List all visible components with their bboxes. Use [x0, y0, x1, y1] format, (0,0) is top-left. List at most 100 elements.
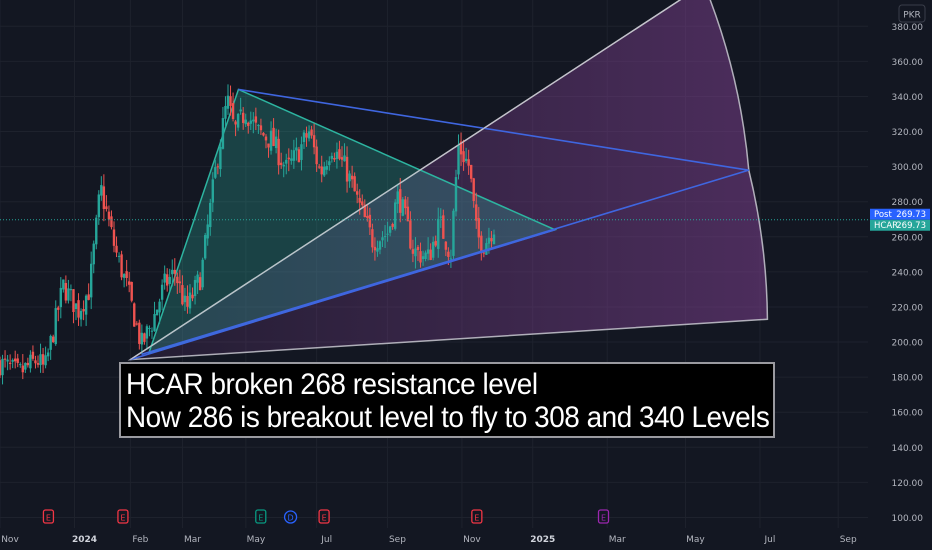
candle-body: [130, 282, 133, 301]
candle-body: [340, 157, 344, 160]
currency-badge-frame: [898, 4, 926, 23]
candle-body: [350, 175, 354, 180]
candle-body: [409, 220, 412, 249]
candle-body: [46, 352, 50, 357]
annotation-line-1: HCAR broken 268 resistance level: [126, 368, 538, 401]
candle-body: [206, 224, 209, 239]
candle-body: [24, 362, 27, 370]
candle-body: [434, 240, 437, 246]
price-axis[interactable]: 100.00 120.00 140.00 160.00 180.00 200.00 220.…: [892, 23, 924, 524]
candle-body: [419, 251, 422, 263]
candle-body: [196, 274, 199, 283]
candle-body: [69, 289, 73, 291]
candle-body: [386, 233, 389, 235]
price-label-bg: [870, 208, 930, 220]
candle-body: [480, 235, 483, 252]
candle-body: [1, 358, 4, 376]
time-axis[interactable]: Nov 2024 Feb Mar May Jul Sep Nov 2025 Mar May Jul Se…: [1, 535, 857, 545]
candle-body: [8, 362, 12, 364]
candle-body: [477, 218, 480, 238]
time-tick-label: May: [686, 535, 705, 545]
candle-body: [376, 248, 379, 252]
candlestick-series: [0, 84, 496, 385]
candle-body: [97, 194, 100, 218]
candle-body: [0, 360, 2, 376]
candle-body: [6, 359, 9, 362]
candle-body: [29, 354, 32, 369]
candle-body: [211, 179, 214, 203]
candle-body: [117, 255, 121, 257]
candle-body: [188, 292, 192, 309]
candle-body: [79, 310, 83, 320]
event-marker-letter: E: [474, 514, 479, 523]
trend-lines-layer[interactable]: [130, 0, 750, 361]
trend-line: [130, 229, 556, 361]
candle-body: [122, 274, 126, 278]
earnings-marker: [471, 509, 483, 524]
price-tick-label: 180.00: [892, 374, 924, 384]
candle-body: [439, 216, 442, 218]
candle-body: [92, 243, 95, 265]
event-marker-letter: E: [46, 514, 51, 523]
candle-body: [143, 333, 146, 342]
candle-body: [259, 125, 263, 131]
candle-body: [361, 201, 364, 206]
candle-body: [120, 254, 123, 278]
event-marker-letter: E: [258, 514, 263, 523]
annotation-box[interactable]: HCAR broken 268 resistance level Now 286…: [119, 362, 775, 438]
time-tick-label: Nov: [1, 535, 19, 545]
candle-body: [492, 234, 496, 245]
candle-body: [457, 144, 460, 175]
price-tick-label: 220.00: [892, 303, 924, 313]
candle-body: [373, 246, 377, 251]
candle-body: [257, 124, 260, 126]
candle-body: [391, 223, 394, 227]
candle-body: [401, 199, 404, 216]
price-tick-label: 100.00: [892, 514, 924, 524]
candle-body: [95, 217, 98, 245]
candle-body: [107, 211, 111, 220]
candle-body: [381, 237, 384, 241]
candle-body: [82, 309, 85, 312]
candle-body: [26, 362, 30, 366]
candle-body: [165, 274, 169, 286]
candle-body: [348, 173, 351, 182]
candle-body: [290, 158, 293, 161]
candle-body: [371, 229, 374, 248]
currency-badge-text: PKR: [903, 11, 921, 21]
candle-body: [282, 164, 285, 167]
candle-body: [272, 127, 275, 147]
candle-body: [297, 149, 301, 163]
candle-body: [343, 155, 346, 162]
candle-body: [226, 95, 230, 109]
candle-body: [411, 249, 415, 254]
trend-line: [238, 88, 749, 171]
drawing-layer[interactable]: [127, 0, 769, 361]
price-tick-label: 300.00: [892, 163, 924, 173]
candle-body: [171, 269, 174, 275]
candle-body: [305, 133, 308, 138]
time-tick-label: 2025: [530, 535, 555, 545]
candle-body: [267, 143, 270, 148]
candle-body: [353, 176, 356, 192]
candle-body: [315, 146, 318, 165]
candle-body: [368, 214, 372, 228]
candle-body: [274, 136, 278, 149]
candle-body: [155, 309, 159, 316]
candle-body: [57, 307, 60, 310]
candle-body: [13, 358, 17, 362]
candle-body: [325, 166, 328, 170]
candle-body: [110, 216, 113, 228]
price-label-value: 269.73: [896, 210, 926, 220]
candle-body: [249, 120, 252, 124]
candle-body: [452, 210, 455, 256]
candle-body: [472, 178, 475, 201]
candle-body: [74, 303, 78, 310]
price-tick-label: 260.00: [892, 233, 924, 243]
candle-body: [64, 283, 68, 301]
candle-body: [459, 141, 463, 155]
time-tick-label: Sep: [840, 535, 857, 545]
currency-badge[interactable]: PKR: [898, 4, 926, 23]
